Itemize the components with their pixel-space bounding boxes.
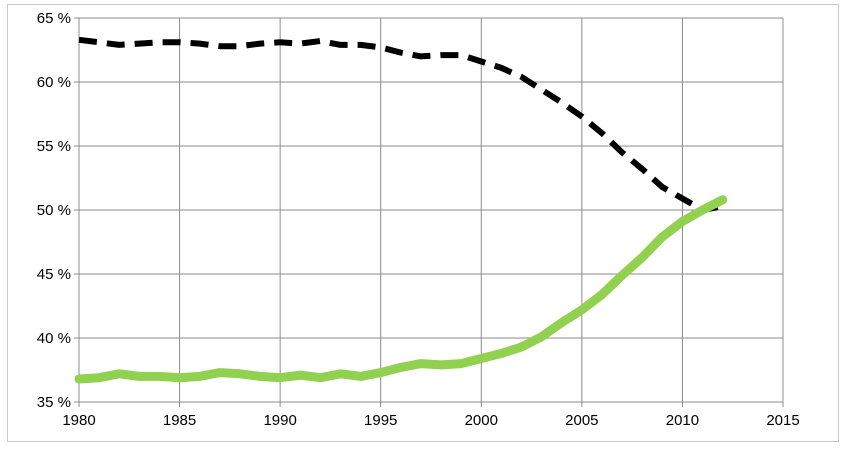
x-tick-label: 1990 [263,412,296,429]
x-tick-label: 2000 [465,412,498,429]
x-tick-label: 2010 [666,412,699,429]
line-chart: 35 % 40 % 45 % 50 % 55 % 60 % 65 % 1980 1985 1990… [37,10,800,429]
y-tick-label: 40 % [37,330,71,347]
x-tick-label: 1995 [364,412,397,429]
y-tick-label: 45 % [37,266,71,283]
grid [78,17,784,403]
y-tick-label: 55 % [37,138,71,155]
y-tick-label: 50 % [37,202,71,219]
y-tick-label: 35 % [37,394,71,411]
tick-labels: 35 % 40 % 45 % 50 % 55 % 60 % 65 % 1980 1985 1990… [37,10,800,429]
y-tick-label: 65 % [37,10,71,27]
y-tick-label: 60 % [37,74,71,91]
chart-frame: 35 % 40 % 45 % 50 % 55 % 60 % 65 % 1980 1985 1990… [7,4,839,442]
axes [74,17,784,407]
x-tick-label: 1980 [62,412,95,429]
x-tick-label: 1985 [163,412,196,429]
series-line-solid-green [74,195,728,384]
series-line-dashed-black [78,36,724,213]
x-tick-label: 2005 [565,412,598,429]
x-tick-label: 2015 [766,412,799,429]
series-group [74,36,728,384]
